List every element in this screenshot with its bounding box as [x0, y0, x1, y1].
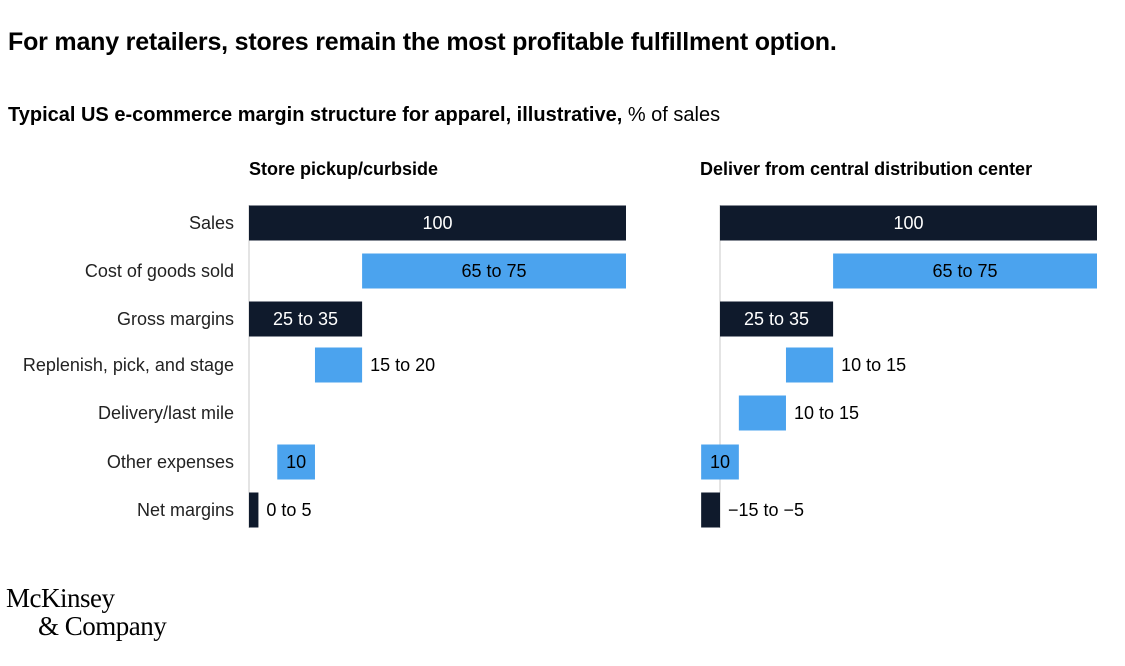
chart-subtitle: Typical US e-commerce margin structure f… — [8, 104, 720, 127]
waterfall-bar — [701, 444, 739, 480]
logo-line-1: McKinsey — [6, 583, 115, 613]
category-label: Replenish, pick, and stage — [23, 355, 234, 375]
data-label: 15 to 20 — [370, 355, 435, 375]
subtitle-unit: % of sales — [627, 104, 721, 126]
category-label: Delivery/last mile — [98, 403, 234, 423]
waterfall-bar — [738, 395, 786, 431]
chart-title: For many retailers, stores remain the mo… — [8, 28, 837, 56]
waterfall-bar — [249, 301, 363, 337]
category-label: Cost of goods sold — [85, 261, 234, 281]
data-label: 25 to 35 — [273, 309, 338, 329]
data-label: 100 — [893, 213, 923, 233]
category-label: Net margins — [137, 500, 234, 520]
waterfall-bar — [362, 253, 626, 289]
data-label: 10 to 15 — [794, 403, 859, 423]
waterfall-bar — [833, 253, 1097, 289]
category-label: Sales — [189, 213, 234, 233]
waterfall-bar — [785, 347, 834, 383]
waterfall-bar — [720, 205, 1097, 241]
category-label: Other expenses — [107, 452, 234, 472]
panel-title: Deliver from central distribution center — [700, 159, 1032, 179]
waterfall-bar — [720, 301, 834, 337]
data-label: 10 to 15 — [841, 355, 906, 375]
data-label: 0 to 5 — [266, 500, 311, 520]
waterfall-bar — [249, 205, 626, 241]
data-label: 65 to 75 — [462, 261, 527, 281]
subtitle-text: Typical US e-commerce margin structure f… — [8, 104, 623, 126]
category-label: Gross margins — [117, 309, 234, 329]
waterfall-bar — [249, 492, 259, 528]
data-label: 65 to 75 — [933, 261, 998, 281]
logo-line-2: & Company — [38, 611, 167, 641]
waterfall-bar — [701, 492, 720, 528]
waterfall-bar — [277, 444, 315, 480]
data-label: 100 — [422, 213, 452, 233]
data-label: −15 to −5 — [728, 500, 804, 520]
panel-title: Store pickup/curbside — [249, 159, 438, 179]
mckinsey-logo: McKinsey & Company — [6, 583, 167, 641]
data-label: 25 to 35 — [744, 309, 809, 329]
data-label: 10 — [710, 452, 730, 472]
waterfall-bar — [314, 347, 363, 383]
data-label: 10 — [286, 452, 306, 472]
